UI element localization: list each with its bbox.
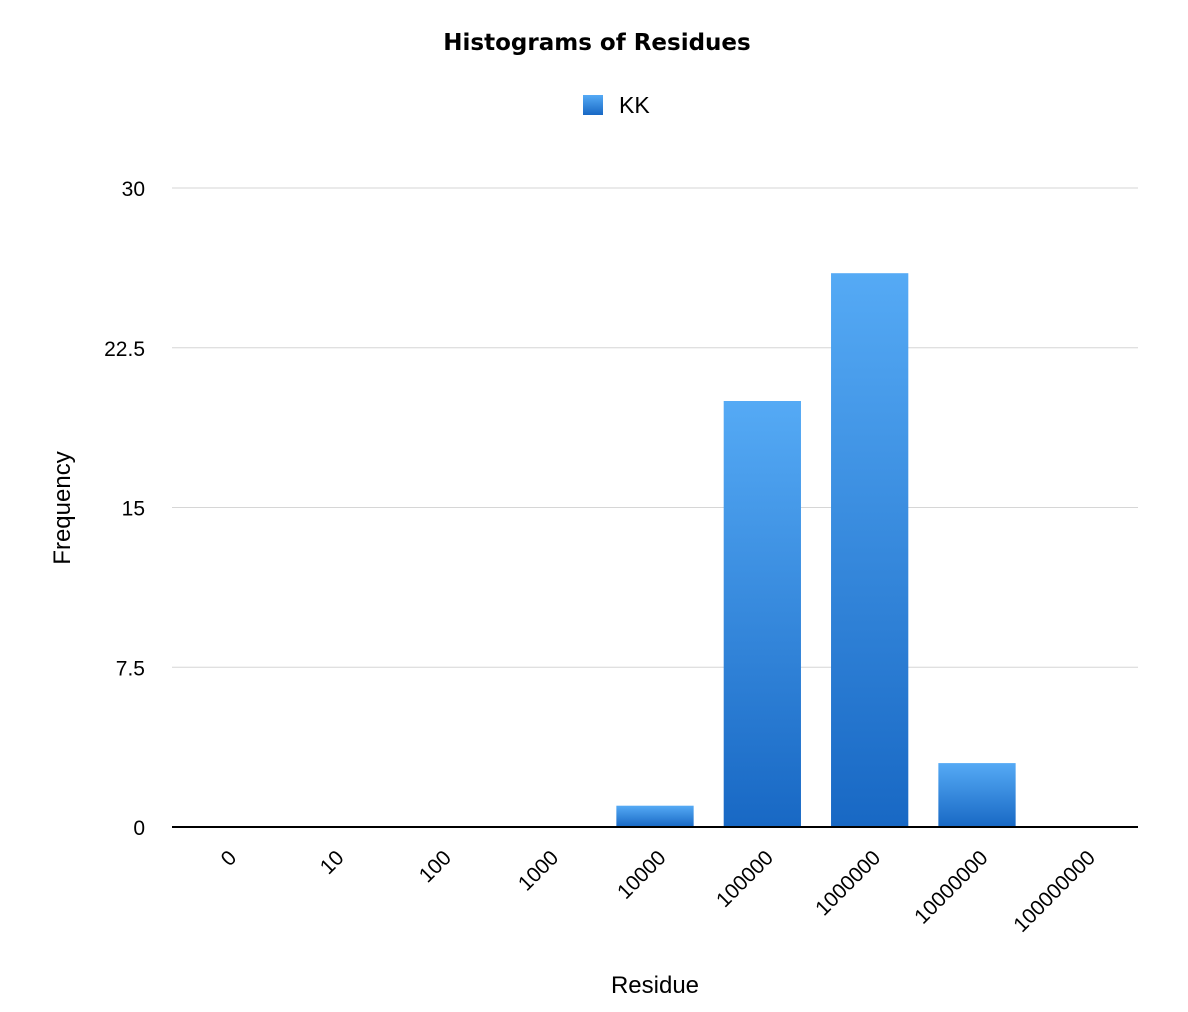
bar-10000000 bbox=[938, 763, 1016, 827]
x-tick-label: 10000000 bbox=[910, 846, 992, 928]
gridlines bbox=[172, 187, 1138, 668]
y-tick-label: 0 bbox=[133, 817, 145, 840]
legend: KK bbox=[583, 92, 650, 118]
x-axis-ticks: 0 10 100 1000 10000 100000 1000000 10000000 1000… bbox=[217, 846, 1100, 937]
y-tick-label: 7.5 bbox=[116, 657, 145, 680]
x-tick-label: 10000 bbox=[613, 846, 671, 904]
x-tick-label: 100000 bbox=[712, 846, 778, 912]
x-tick-label: 10 bbox=[316, 846, 349, 879]
x-axis-label: Residue bbox=[611, 972, 699, 999]
bar-10000 bbox=[616, 805, 694, 827]
y-tick-label: 15 bbox=[122, 498, 145, 521]
bar-100000 bbox=[723, 401, 801, 827]
y-tick-label: 30 bbox=[122, 178, 145, 201]
y-tick-label: 22.5 bbox=[104, 338, 145, 361]
y-axis-ticks: 0 7.5 15 22.5 30 bbox=[104, 178, 145, 840]
x-tick-label: 1000000 bbox=[811, 846, 885, 920]
bar-1000000 bbox=[831, 273, 909, 827]
x-tick-label: 100000000 bbox=[1009, 846, 1100, 937]
x-tick-label: 0 bbox=[217, 846, 242, 871]
y-axis-label: Frequency bbox=[49, 451, 76, 564]
legend-swatch-kk bbox=[583, 95, 603, 115]
x-tick-label: 1000 bbox=[514, 846, 563, 895]
legend-label-kk: KK bbox=[619, 92, 650, 118]
chart-title: Histograms of Residues bbox=[443, 30, 750, 56]
x-tick-label: 100 bbox=[415, 846, 456, 887]
bars bbox=[616, 273, 1016, 827]
